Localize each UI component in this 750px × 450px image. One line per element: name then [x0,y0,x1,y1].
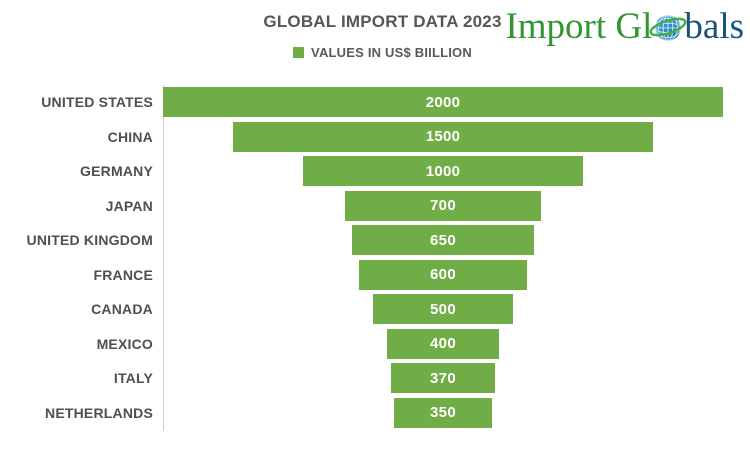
bar: 400 [387,328,499,359]
bar-area: 700 [163,190,723,221]
chart-row: FRANCE 600 [0,258,723,293]
value-label: 700 [430,197,456,215]
logo: Import Gl bals [505,8,744,46]
chart-row: GERMANY 1000 [0,154,723,189]
chart-row: MEXICO 400 [0,327,723,362]
bar-area: 650 [163,225,723,256]
chart-header: GLOBAL IMPORT DATA 2023 VALUES IN US$ BI… [15,12,750,63]
bar-area: 350 [163,397,723,428]
legend-marker-icon [293,47,305,58]
category-label: UNITED KINGDOM [26,232,153,249]
chart-row: ITALY 370 [0,361,723,396]
bar-area: 500 [163,294,723,325]
category-label: UNITED STATES [41,94,153,111]
value-label: 1500 [425,128,461,146]
chart-row: CANADA 500 [0,292,723,327]
value-label: 650 [430,231,456,249]
bar-area: 1000 [163,156,723,187]
value-label: 1000 [425,162,461,180]
globe-icon [649,8,687,46]
bar: 350 [394,397,492,428]
category-label: ITALY [113,370,153,387]
chart-row: NETHERLANDS 350 [0,396,723,431]
bar: 500 [373,294,513,325]
legend-label: VALUES IN US$ BIILLION [311,45,472,60]
category-label: MEXICO [96,335,153,352]
chart-row: UNITED STATES 2000 [0,85,723,120]
category-label: FRANCE [93,266,153,283]
y-axis-line [163,85,164,431]
chart-title: GLOBAL IMPORT DATA 2023 [263,12,502,31]
plot-area: UNITED STATES 2000 CHINA 1500 GERMANY 1000 JAP… [0,85,723,430]
logo-text-bals: bals [684,6,744,47]
value-label: 350 [430,404,456,422]
bar-area: 2000 [163,87,723,118]
bar: 1500 [233,121,653,152]
bar: 700 [345,190,541,221]
value-label: 500 [430,300,456,318]
logo-text-import: Import Gl [505,6,653,47]
value-label: 600 [430,266,456,284]
category-label: NETHERLANDS [45,404,153,421]
bar: 600 [359,259,527,290]
bar: 1000 [303,156,583,187]
chart-row: JAPAN 700 [0,189,723,224]
category-label: CANADA [91,301,153,318]
bar: 370 [391,363,495,394]
bar: 2000 [163,87,723,118]
value-label: 400 [430,335,456,353]
value-label: 2000 [425,93,461,111]
chart-row: UNITED KINGDOM 650 [0,223,723,258]
value-label: 370 [430,369,456,387]
category-label: JAPAN [105,197,153,214]
bar-area: 1500 [163,121,723,152]
bar-area: 600 [163,259,723,290]
bar-area: 370 [163,363,723,394]
bar: 650 [352,225,534,256]
chart-row: CHINA 1500 [0,120,723,155]
legend: VALUES IN US$ BIILLION [293,45,472,60]
category-label: CHINA [107,128,153,145]
category-label: GERMANY [80,163,153,180]
bar-area: 400 [163,328,723,359]
